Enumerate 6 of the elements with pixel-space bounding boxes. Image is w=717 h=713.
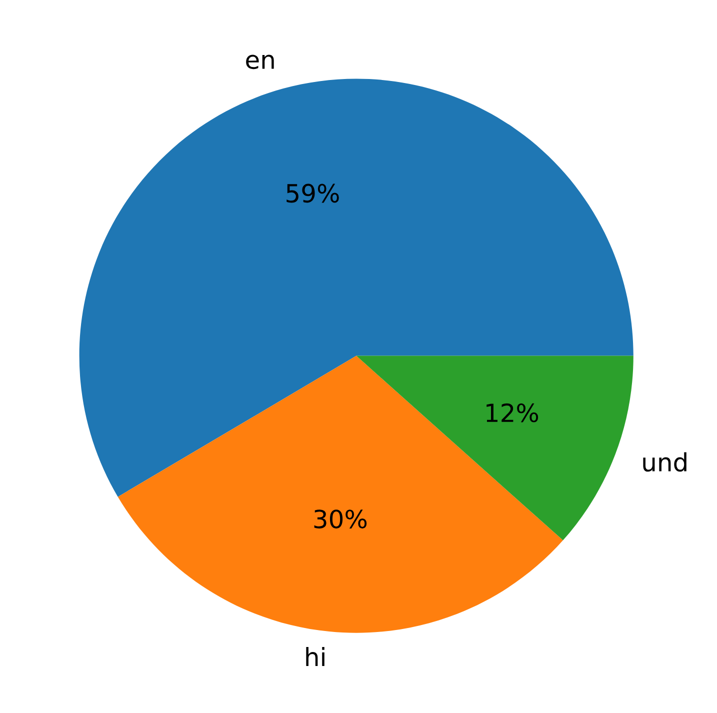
data-label: 59% bbox=[286, 184, 339, 203]
slice-label: hi bbox=[306, 647, 324, 666]
data-label: 12% bbox=[486, 403, 538, 422]
slice-label: und bbox=[643, 452, 686, 472]
data-label: 30% bbox=[314, 510, 367, 528]
slice-label: en bbox=[246, 54, 274, 70]
